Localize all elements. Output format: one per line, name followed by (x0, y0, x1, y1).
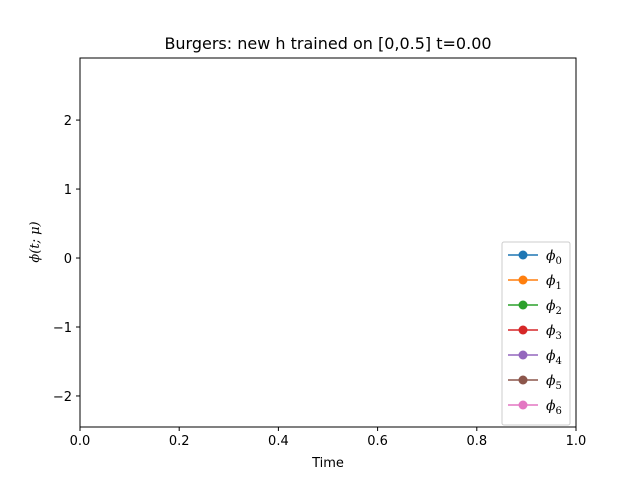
x-tick-label: 1.0 (566, 434, 587, 449)
y-tick-label: 1 (64, 183, 72, 198)
plot-area (79, 57, 577, 428)
legend-marker (518, 400, 528, 410)
x-tick-label: 0.8 (466, 434, 487, 449)
y-tick-label: −1 (53, 321, 72, 336)
x-tick-label: 0.2 (169, 434, 190, 449)
legend-marker (518, 375, 528, 385)
y-axis: −2 −1 0 1 2 (53, 114, 80, 405)
legend-marker (518, 325, 528, 335)
x-tick-label: 0.0 (70, 434, 91, 449)
legend-marker (518, 350, 528, 360)
x-tick-label: 0.4 (268, 434, 289, 449)
legend-marker (518, 300, 528, 310)
y-axis-label: ϕ(t; μ) (28, 221, 43, 262)
x-axis: 0.0 0.2 0.4 0.6 0.8 1.0 (70, 427, 587, 449)
y-tick-label: 0 (64, 252, 72, 267)
legend-marker (518, 275, 528, 285)
y-tick-label: −2 (53, 390, 72, 405)
legend-marker (518, 250, 528, 260)
y-tick-label: 2 (64, 114, 72, 129)
x-axis-label: Time (311, 456, 344, 471)
chart-title: Burgers: new h trained on [0,0.5] t=0.00 (164, 34, 491, 53)
x-tick-label: 0.6 (367, 434, 388, 449)
